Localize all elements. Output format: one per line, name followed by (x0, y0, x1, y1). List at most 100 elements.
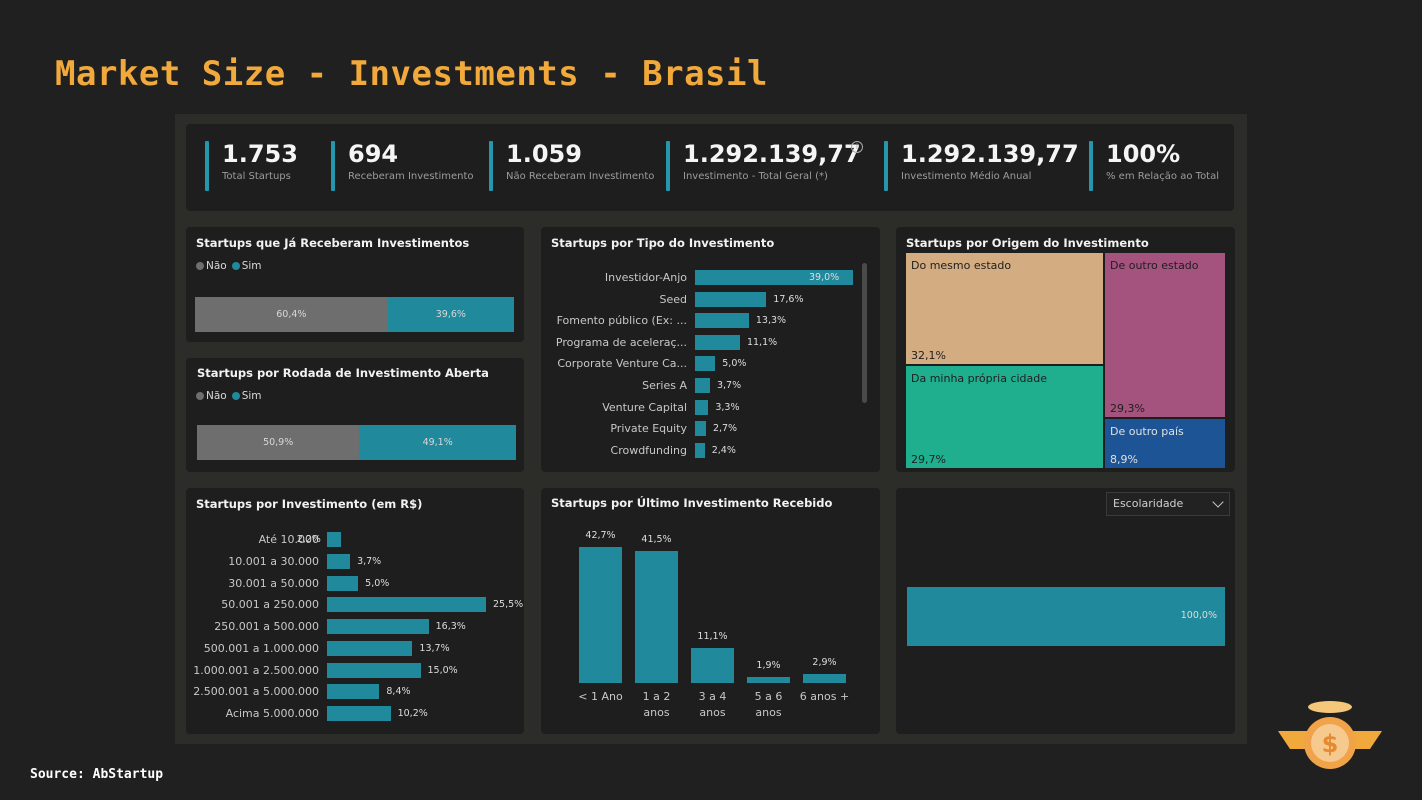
bar-segment-sim[interactable]: 39,6% (387, 297, 514, 332)
chart-legend: Não Sim (196, 390, 262, 402)
bar[interactable] (695, 334, 740, 350)
money-wings-logo: $ (1278, 701, 1382, 769)
bar[interactable] (695, 270, 853, 285)
tile-value: 29,3% (1110, 402, 1145, 415)
dollar-sign-icon: $ (1322, 730, 1339, 758)
bar-value-label: 5,0% (365, 577, 390, 589)
legend-item-nao[interactable]: Não (196, 260, 227, 272)
kpi-value: 1.292.139,77 (901, 140, 1079, 168)
column-bar[interactable] (579, 547, 622, 683)
bar[interactable] (327, 619, 429, 634)
tile-value: 8,9% (1110, 453, 1138, 466)
panel-investment-origin[interactable]: Startups por Origem do Investimento Do m… (896, 227, 1235, 472)
kpi-label: Não Receberam Investimento (506, 171, 655, 182)
treemap-tile-own-city[interactable]: Da minha própria cidade 29,7% (906, 366, 1103, 468)
bar[interactable] (327, 706, 391, 721)
bar-education[interactable] (907, 587, 1225, 646)
chevron-down-icon (1212, 496, 1224, 508)
category-line: 3 a 4 (698, 690, 727, 703)
kpi-total-investment[interactable]: 1.292.139,77 Investimento - Total Geral … (666, 139, 863, 191)
column-bar[interactable] (747, 676, 790, 683)
panel-investment-type[interactable]: Startups por Tipo do Investimento Invest… (541, 227, 880, 472)
bar[interactable] (327, 640, 413, 656)
kpi-received[interactable]: 694 Receberam Investimento (331, 139, 474, 191)
legend-item-sim[interactable]: Sim (231, 260, 262, 272)
bar[interactable] (327, 575, 359, 591)
column-value-label: 2,9% (812, 656, 837, 668)
kpi-value: 1.753 (222, 140, 298, 168)
bar[interactable] (695, 378, 710, 393)
column-bar[interactable] (635, 550, 678, 683)
info-icon[interactable]: i (851, 141, 863, 153)
bar-value-label: 100,0% (1180, 610, 1217, 621)
panel-investment-amount[interactable]: Startups por Investimento (em R$) Até 10… (186, 488, 524, 734)
bar-value-label: 39,0% (809, 272, 840, 283)
panel-last-investment[interactable]: Startups por Último Investimento Recebid… (541, 488, 880, 734)
tile-label: De outro estado (1110, 259, 1199, 272)
category-label: 250.001 a 500.000 (214, 620, 319, 633)
treemap-tile-other-state[interactable]: De outro estado 29,3% (1105, 253, 1225, 417)
wing-right-icon (1348, 731, 1382, 749)
bar-value-label: 13,7% (419, 642, 450, 654)
bar[interactable] (695, 399, 709, 415)
kpi-average-annual[interactable]: 1.292.139,77 Investimento Médio Anual (884, 139, 1079, 191)
bar-segment-nao[interactable]: 60,4% (195, 297, 388, 332)
bar-value-label: 25,5% (493, 599, 524, 611)
column-bar[interactable] (803, 673, 846, 683)
panel-education[interactable]: Escolaridade 100,0% (896, 488, 1235, 734)
bar[interactable] (327, 684, 380, 700)
stacked-bar: 60,4% 39,6% (195, 297, 514, 332)
kpi-label: Receberam Investimento (348, 171, 474, 182)
dropdown-value: Escolaridade (1113, 497, 1184, 510)
legend-item-sim[interactable]: Sim (231, 390, 262, 402)
bar[interactable] (327, 532, 341, 547)
category-label: 50.001 a 250.000 (221, 598, 319, 612)
chart-title: Startups que Já Receberam Investimentos (196, 236, 470, 250)
panel-open-round[interactable]: Startups por Rodada de Investimento Aber… (186, 358, 524, 472)
education-dropdown[interactable]: Escolaridade (1106, 492, 1230, 516)
bar-value-label: 8,4% (386, 686, 411, 698)
category-line: < 1 Ano (578, 690, 623, 703)
bar-segment-sim[interactable]: 49,1% (359, 425, 516, 460)
column-bar[interactable] (691, 647, 734, 683)
category-label: 10.001 a 30.000 (228, 554, 319, 568)
bar-value-label: 5,0% (722, 358, 747, 370)
category-label: 500.001 a 1.000.000 (203, 641, 319, 655)
wing-left-icon (1278, 731, 1312, 749)
bar-segment-nao[interactable]: 50,9% (197, 425, 360, 460)
kpi-accent-bar (331, 141, 335, 191)
kpi-percent-total[interactable]: 100% % em Relação ao Total (1089, 139, 1219, 191)
kpi-label: Investimento - Total Geral (*) (683, 171, 828, 182)
bar[interactable] (695, 442, 705, 458)
kpi-total-startups[interactable]: 1.753 Total Startups (205, 139, 298, 191)
tile-label: Do mesmo estado (911, 259, 1012, 272)
category-line: anos (699, 706, 726, 719)
bar[interactable] (695, 421, 706, 437)
scrollbar[interactable] (862, 263, 867, 403)
category-label: Private Equity (610, 422, 687, 436)
panel-received-investments[interactable]: Startups que Já Receberam Investimentos … (186, 227, 524, 342)
bar[interactable] (327, 553, 351, 569)
treemap-tile-other-country[interactable]: De outro país 8,9% (1105, 419, 1225, 468)
bar[interactable] (695, 356, 716, 372)
bar[interactable] (695, 291, 767, 307)
category-line: 5 a 6 (754, 690, 783, 703)
bar[interactable] (327, 662, 421, 678)
page-title: Market Size - Investments - Brasil (55, 54, 768, 94)
legend-item-nao[interactable]: Não (196, 390, 227, 402)
column-value-label: 1,9% (756, 659, 781, 671)
bar[interactable] (695, 313, 749, 329)
column-value-label: 41,5% (641, 533, 672, 545)
bar-value-label: 16,3% (435, 621, 466, 632)
bar[interactable] (327, 597, 486, 613)
treemap-tile-same-state[interactable]: Do mesmo estado 32,1% (906, 253, 1103, 364)
legend-dot-icon (196, 392, 204, 400)
category-label: Investidor-Anjo (604, 271, 687, 284)
kpi-not-received[interactable]: 1.059 Não Receberam Investimento (489, 139, 654, 191)
chart-title: Startups por Investimento (em R$) (196, 497, 423, 511)
category-label: 2.500.001 a 5.000.000 (193, 685, 319, 699)
column-category-label: < 1 Ano (573, 689, 629, 705)
column-value-label: 42,7% (585, 530, 616, 541)
category-line: anos (755, 706, 782, 719)
category-label: Series A (642, 379, 687, 392)
